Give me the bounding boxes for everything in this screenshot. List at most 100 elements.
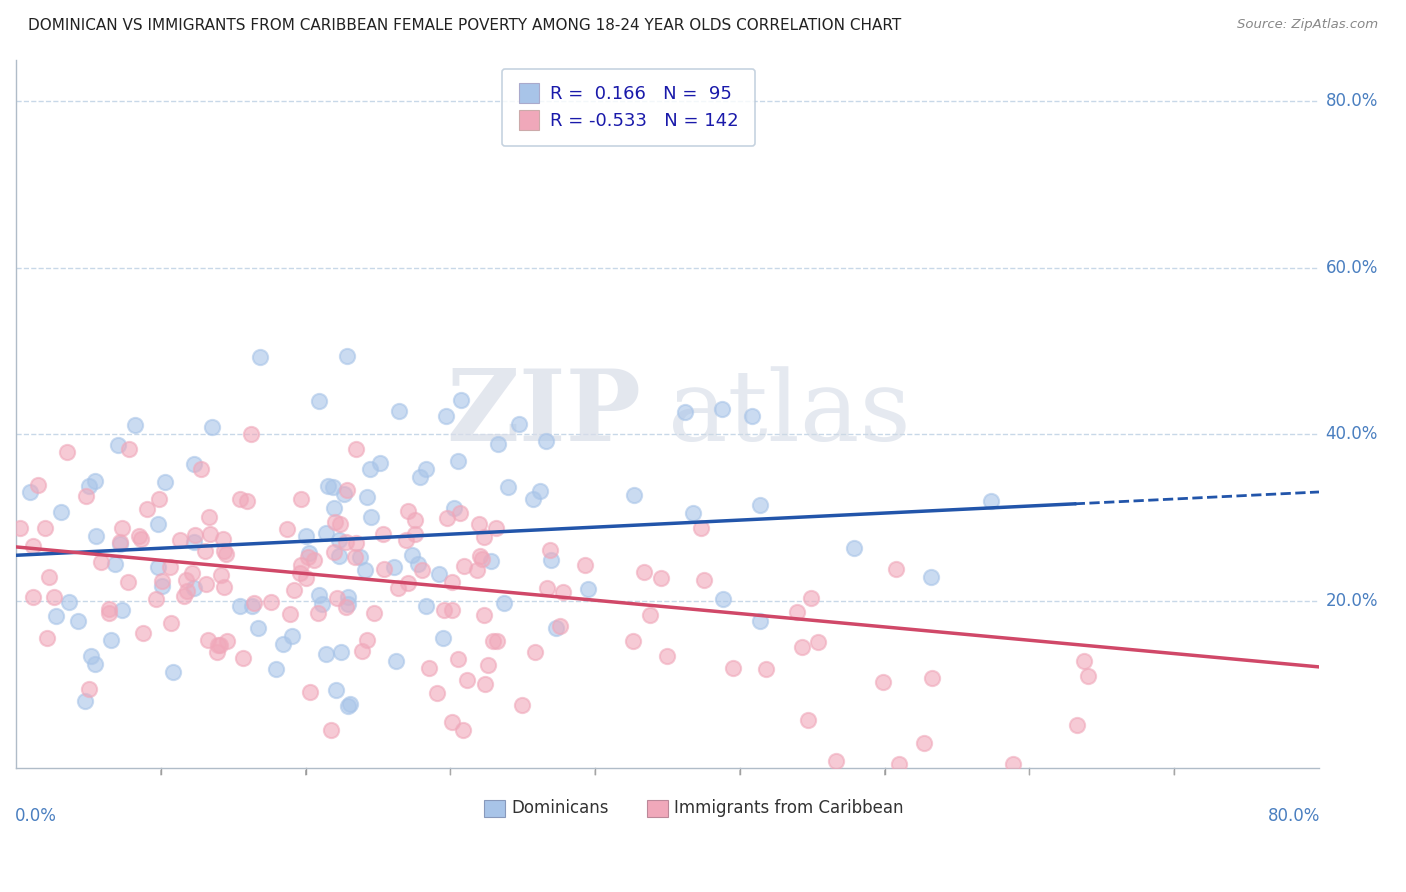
Point (723, 661, 745, 675)
Point (322, 501, 344, 516)
Point (84, 657, 107, 671)
Point (786, 605, 808, 619)
Point (388, 404, 411, 418)
Point (443, 501, 465, 516)
Point (308, 588, 330, 602)
Text: Immigrants from Caribbean: Immigrants from Caribbean (673, 799, 904, 817)
Point (295, 529, 318, 543)
Point (181, 566, 204, 580)
Point (349, 549, 371, 564)
Point (356, 490, 378, 504)
Point (176, 584, 198, 599)
Point (21, 590, 44, 604)
Point (872, 674, 894, 689)
Point (468, 517, 491, 532)
Point (486, 436, 509, 450)
Bar (647, 799, 668, 817)
Point (205, 645, 228, 659)
Point (240, 427, 263, 442)
Point (79, 682, 101, 697)
Point (498, 480, 520, 494)
Point (884, 562, 907, 576)
Point (20, 485, 42, 500)
Point (415, 599, 437, 614)
Point (337, 699, 360, 714)
Point (713, 592, 735, 607)
Point (621, 634, 644, 648)
Point (201, 419, 224, 434)
Point (107, 438, 129, 452)
Point (508, 417, 530, 431)
Point (288, 566, 311, 580)
Point (548, 619, 571, 633)
Point (474, 677, 496, 691)
Point (536, 434, 558, 448)
Point (339, 697, 361, 711)
Point (321, 723, 343, 737)
Point (426, 686, 449, 700)
Point (344, 442, 367, 457)
Point (633, 565, 655, 579)
Point (434, 409, 457, 423)
Point (408, 470, 430, 484)
Point (522, 491, 544, 506)
Point (330, 645, 353, 659)
Point (77, 479, 100, 493)
Point (427, 567, 450, 582)
Point (792, 640, 814, 654)
Point (67, 614, 90, 628)
Point (136, 502, 159, 516)
Point (650, 570, 672, 584)
Point (8, 520, 31, 534)
Point (90, 555, 112, 569)
Point (336, 483, 359, 497)
Point (290, 558, 312, 572)
Point (211, 533, 233, 547)
Point (242, 599, 264, 613)
Point (80, 649, 103, 664)
Point (129, 533, 152, 547)
Point (395, 533, 418, 547)
Point (128, 529, 150, 543)
Point (118, 442, 141, 457)
Point (297, 549, 319, 564)
Point (299, 685, 322, 699)
Point (352, 644, 374, 658)
Point (440, 575, 463, 590)
Point (336, 349, 359, 363)
Point (796, 713, 818, 727)
Point (418, 661, 440, 675)
Point (450, 393, 472, 408)
Point (108, 537, 131, 551)
Point (21, 539, 44, 553)
Point (162, 665, 184, 680)
Point (278, 607, 301, 622)
Point (208, 638, 231, 652)
Point (373, 562, 395, 576)
Point (184, 527, 207, 541)
Point (148, 516, 170, 531)
Point (551, 584, 574, 599)
Point (259, 595, 281, 609)
Point (411, 563, 433, 577)
Point (27, 478, 49, 492)
Point (311, 597, 333, 611)
Point (328, 533, 350, 547)
Text: 80.0%: 80.0% (1268, 806, 1320, 824)
Point (160, 616, 183, 631)
Point (576, 582, 599, 596)
Text: atlas: atlas (668, 366, 910, 461)
Point (198, 510, 221, 524)
Point (246, 621, 269, 635)
Point (453, 559, 475, 574)
Point (574, 558, 596, 572)
Point (124, 418, 146, 433)
Point (406, 558, 429, 572)
Point (368, 456, 391, 470)
Point (328, 549, 350, 563)
Point (150, 574, 173, 588)
Point (806, 635, 828, 649)
Point (741, 409, 763, 424)
Point (682, 507, 704, 521)
Point (465, 563, 488, 577)
